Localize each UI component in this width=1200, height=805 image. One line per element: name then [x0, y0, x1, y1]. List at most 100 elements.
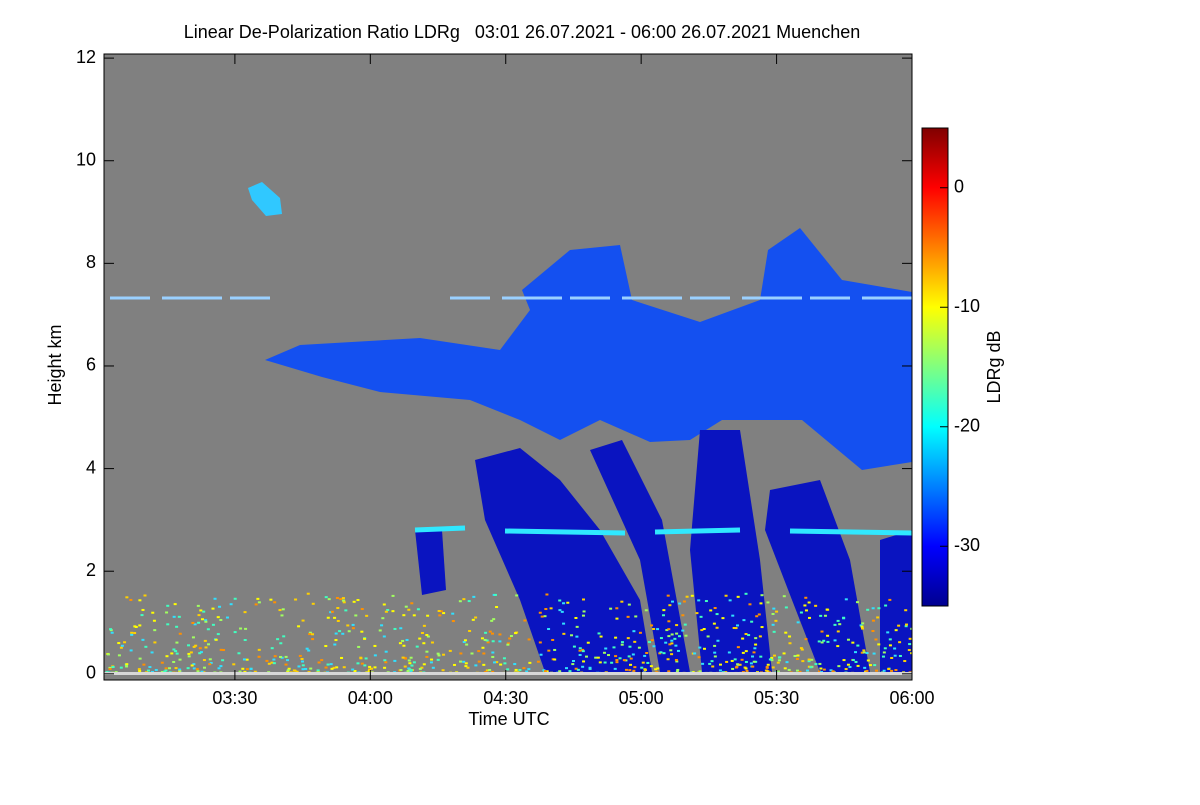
speckle — [232, 663, 236, 666]
speckle — [626, 637, 630, 640]
speckle — [191, 621, 195, 624]
speckle — [560, 610, 564, 613]
speckle — [887, 667, 891, 670]
speckle — [652, 627, 656, 630]
speckle — [430, 641, 434, 644]
speckle — [203, 666, 207, 669]
speckle — [620, 641, 624, 644]
speckle — [766, 663, 770, 666]
speckle — [407, 659, 411, 662]
speckle — [861, 622, 865, 625]
speckle — [661, 614, 665, 617]
speckle — [609, 607, 613, 610]
speckle — [574, 616, 578, 619]
speckle — [368, 665, 372, 668]
speckle — [213, 597, 217, 600]
speckle — [713, 644, 717, 647]
speckle — [465, 643, 469, 646]
speckle — [628, 669, 632, 672]
speckle — [607, 654, 611, 657]
speckle — [599, 635, 603, 638]
speckle — [172, 660, 176, 663]
speckle — [632, 630, 636, 633]
speckle — [888, 638, 892, 641]
speckle — [197, 621, 201, 624]
speckle — [464, 662, 468, 665]
speckle — [382, 603, 386, 606]
speckle — [514, 632, 518, 635]
speckle — [633, 640, 637, 643]
speckle — [341, 599, 345, 602]
speckle — [731, 614, 735, 617]
speckle — [470, 652, 474, 655]
speckle — [466, 666, 470, 669]
speckle — [195, 668, 199, 671]
speckle — [626, 615, 630, 618]
speckle — [807, 658, 811, 661]
speckle — [754, 643, 758, 646]
speckle — [866, 659, 870, 662]
speckle — [172, 615, 176, 618]
speckle — [120, 644, 124, 647]
speckle — [854, 651, 858, 654]
speckle — [820, 641, 824, 644]
speckle — [674, 658, 678, 661]
speckle — [197, 614, 201, 617]
speckle — [178, 632, 182, 635]
speckle — [280, 656, 284, 659]
speckle — [848, 666, 852, 669]
speckle — [360, 608, 364, 611]
speckle — [836, 619, 840, 622]
speckle — [208, 663, 212, 666]
speckle — [391, 610, 395, 613]
speckle — [736, 595, 740, 598]
speckle — [544, 608, 548, 611]
speckle — [678, 602, 682, 605]
speckle — [200, 618, 204, 621]
speckle — [405, 638, 409, 641]
speckle — [772, 630, 776, 633]
speckle — [178, 658, 182, 661]
speckle — [154, 668, 158, 671]
speckle — [622, 659, 626, 662]
speckle — [712, 622, 716, 625]
speckle — [391, 594, 395, 597]
speckle — [604, 647, 608, 650]
speckle — [398, 642, 402, 645]
speckle — [153, 641, 157, 644]
speckle — [117, 654, 121, 657]
speckle — [281, 608, 285, 611]
speckle — [656, 667, 660, 670]
speckle — [615, 661, 619, 664]
speckle — [553, 658, 557, 661]
speckle — [754, 637, 758, 640]
speckle — [216, 616, 220, 619]
speckle — [356, 599, 360, 602]
speckle — [877, 607, 881, 610]
speckle — [286, 659, 290, 662]
fall-streak — [880, 530, 912, 672]
speckle — [241, 667, 245, 670]
speckle — [702, 647, 706, 650]
speckle — [137, 668, 141, 671]
speckle — [882, 669, 886, 672]
speckle — [774, 619, 778, 622]
speckle — [581, 665, 585, 668]
speckle — [808, 616, 812, 619]
speckle — [681, 629, 685, 632]
speckle — [367, 669, 371, 672]
speckle — [308, 633, 312, 636]
speckle — [109, 628, 113, 631]
speckle — [474, 664, 478, 667]
field — [104, 182, 912, 675]
speckle — [384, 610, 388, 613]
speckle — [713, 607, 717, 610]
speckle — [538, 641, 542, 644]
speckle — [898, 641, 902, 644]
speckle — [293, 669, 297, 672]
speckle — [716, 639, 720, 642]
speckle — [187, 652, 191, 655]
speckle — [758, 635, 762, 638]
speckle — [508, 637, 512, 640]
